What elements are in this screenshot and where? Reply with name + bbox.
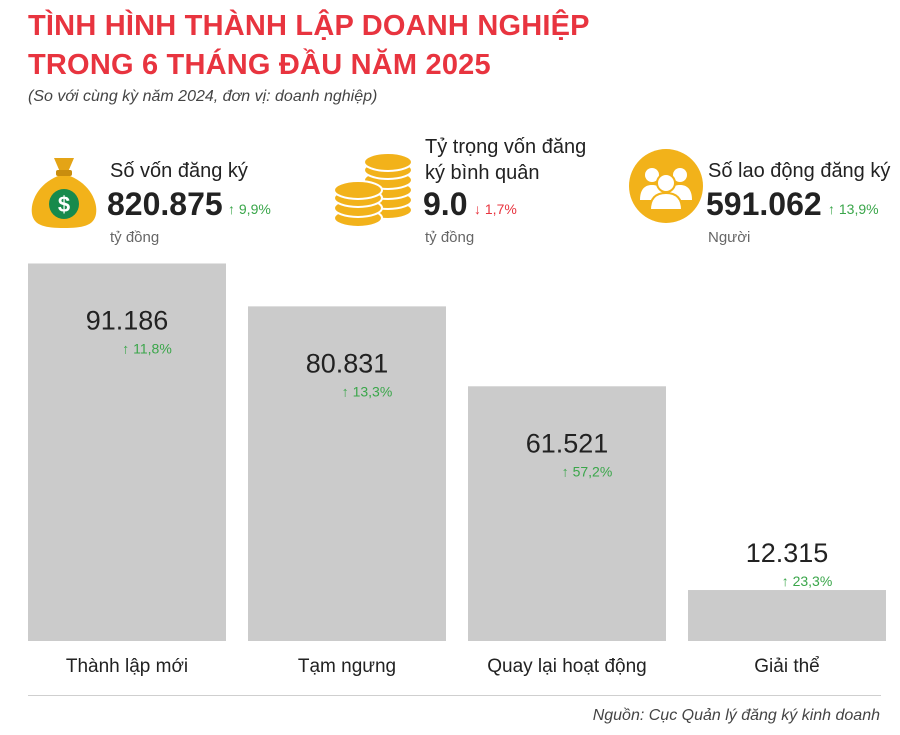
- stat-avg-capital-label-line1: Tỷ trọng vốn đăng: [425, 136, 587, 158]
- bar-value-label-0: 91.186: [86, 305, 169, 335]
- stat-labor-label: Số lao động đăng ký: [708, 160, 891, 182]
- people-icon: [629, 149, 703, 223]
- bar-value-label-2: 61.521: [526, 428, 609, 458]
- category-label-0: Thành lập mới: [66, 656, 188, 677]
- bar-change-label-1: ↑ 13,3%: [342, 383, 393, 399]
- stat-avg-capital-label-line2: ký bình quân: [425, 162, 540, 184]
- footer-divider: [28, 695, 881, 696]
- source-note: Nguồn: Cục Quản lý đăng ký kinh doanh: [592, 707, 880, 724]
- bar-2: [468, 386, 666, 641]
- bar-0: [28, 263, 226, 641]
- bar-change-label-0: ↑ 11,8%: [122, 340, 172, 356]
- arrow-up-icon: ↑: [828, 201, 835, 217]
- bar-value-label-1: 80.831: [306, 348, 389, 378]
- stat-capital-change-value: 9,9%: [238, 201, 271, 217]
- bar-change-label-3: ↑ 23,3%: [782, 573, 833, 589]
- stat-labor-unit: Người: [708, 229, 751, 246]
- page-title-line2: TRONG 6 THÁNG ĐẦU NĂM 2025: [28, 49, 491, 81]
- bar-value-label-3: 12.315: [746, 538, 829, 568]
- bar-change-label-2: ↑ 57,2%: [562, 463, 613, 479]
- stat-labor-change: ↑ 13,9%: [828, 201, 879, 217]
- money-bag-icon: $: [31, 158, 97, 228]
- category-label-1: Tạm ngưng: [298, 656, 396, 677]
- stat-labor-change-value: 13,9%: [838, 201, 879, 217]
- stat-capital-change: ↑ 9,9%: [228, 201, 271, 217]
- stat-avg-capital-change: ↓ 1,7%: [474, 201, 517, 217]
- page-subtitle: (So với cùng kỳ năm 2024, đơn vị: doanh …: [28, 88, 378, 105]
- category-label-3: Giải thể: [754, 656, 819, 677]
- stat-avg-capital-label: Tỷ trọng vốn đăng ký bình quân: [425, 134, 586, 186]
- stat-avg-capital-value: 9.0: [423, 186, 468, 222]
- stat-capital-value: 820.875: [107, 186, 223, 222]
- stat-capital-label: Số vốn đăng ký: [110, 160, 248, 182]
- page-title-line1: TÌNH HÌNH THÀNH LẬP DOANH NGHIỆP: [28, 10, 590, 42]
- stat-labor-value: 591.062: [706, 186, 822, 222]
- stat-capital-unit: tỷ đồng: [110, 229, 160, 246]
- stat-avg-capital-change-value: 1,7%: [484, 201, 517, 217]
- coins-icon: [333, 152, 413, 228]
- bar-3: [688, 590, 886, 641]
- stat-avg-capital-unit: tỷ đồng: [425, 229, 475, 246]
- arrow-up-icon: ↑: [228, 201, 235, 217]
- bar-1: [248, 306, 446, 641]
- category-label-2: Quay lại hoạt động: [487, 656, 647, 677]
- svg-text:$: $: [58, 192, 70, 217]
- arrow-down-icon: ↓: [474, 201, 481, 217]
